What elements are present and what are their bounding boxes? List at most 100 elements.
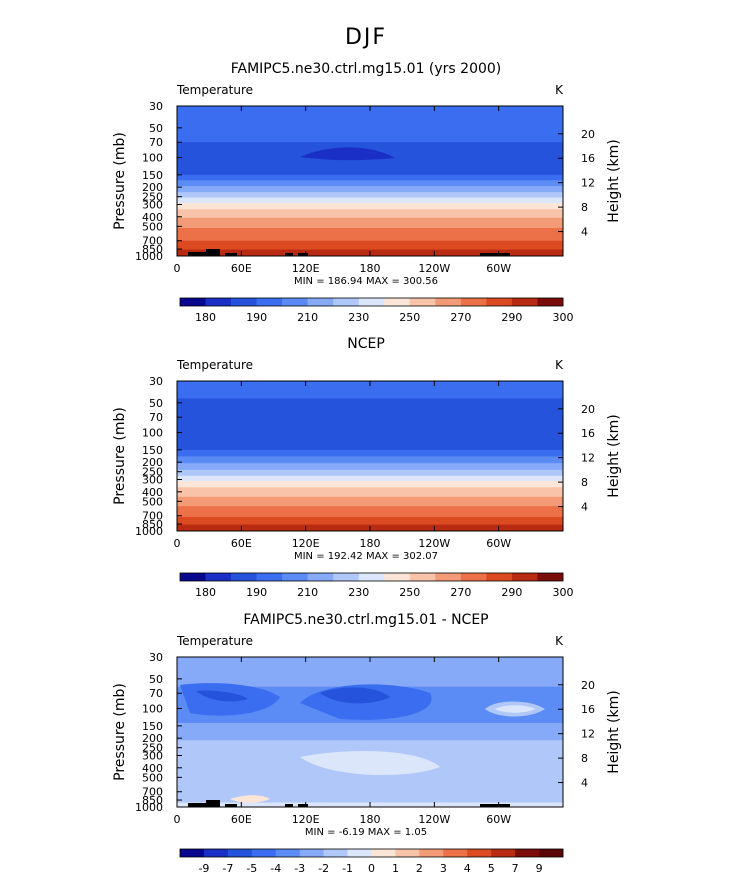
- colorbar: 180 190 210 230 250 270 290 300: [179, 572, 574, 599]
- colorbar-swatch: [409, 573, 436, 581]
- y-tick-label: 250: [142, 742, 163, 755]
- min-max-label: MIN = 186.94 MAX = 300.56: [294, 276, 438, 287]
- colorbar-swatch: [227, 849, 253, 857]
- topography: [225, 253, 237, 256]
- colorbar-label: -4: [270, 862, 281, 875]
- y-tick-label: 200: [142, 732, 163, 745]
- height-tick-label: 4: [581, 501, 588, 514]
- colorbar-swatch: [511, 573, 538, 581]
- contour-band: [177, 106, 563, 143]
- height-tick-label: 16: [581, 427, 595, 440]
- topography: [480, 253, 510, 256]
- contour-band: [177, 217, 563, 229]
- units-label: K: [555, 634, 564, 648]
- height-tick-label: 20: [581, 128, 595, 141]
- colorbar-swatch: [275, 849, 300, 857]
- colorbar-label: 230: [348, 311, 369, 324]
- chart-panel-1: FAMIPC5.ne30.ctrl.mg15.01 (yrs 2000) Temp…: [112, 61, 622, 324]
- colorbar-swatch: [486, 573, 513, 581]
- height-tick-label: 20: [581, 679, 595, 692]
- colorbar-swatch: [203, 849, 229, 857]
- colorbar-label: 180: [195, 311, 216, 324]
- colorbar-label: 300: [553, 586, 574, 599]
- min-max-label: MIN = -6.19 MAX = 1.05: [305, 827, 427, 838]
- colorbar-swatch: [256, 573, 283, 581]
- x-tick-label: 120E: [292, 537, 320, 550]
- colorbar-label: 270: [450, 586, 471, 599]
- contour-band: [177, 192, 563, 199]
- contour-band: [177, 487, 563, 498]
- colorbar-swatch: [180, 298, 206, 306]
- x-tick-label: 120W: [418, 813, 450, 826]
- y-tick-label: 30: [149, 375, 163, 388]
- y-tick-label: 500: [142, 771, 163, 784]
- colorbar-swatch: [486, 298, 513, 306]
- colorbar-swatch: [384, 573, 411, 581]
- colorbar-label: 2: [416, 862, 423, 875]
- colorbar-label: 290: [501, 586, 522, 599]
- panel-title: FAMIPC5.ne30.ctrl.mg15.01 - NCEP: [243, 612, 488, 628]
- topography: [206, 249, 220, 256]
- variable-label: Temperature: [176, 83, 253, 97]
- colorbar-swatch: [180, 849, 205, 857]
- y-tick-label: 1000: [135, 250, 163, 263]
- y-tick-label: 250: [142, 191, 163, 204]
- colorbar-swatch: [333, 298, 360, 306]
- panel-title: FAMIPC5.ne30.ctrl.mg15.01 (yrs 2000): [231, 61, 502, 77]
- chart-panel-3: FAMIPC5.ne30.ctrl.mg15.01 - NCEP Temperat…: [112, 612, 622, 875]
- topography: [206, 800, 220, 807]
- colorbar-swatch: [358, 298, 385, 306]
- x-tick-label: 180: [360, 262, 381, 275]
- y-tick-label: 300: [142, 198, 163, 211]
- height-tick-label: 8: [581, 201, 588, 214]
- colorbar-swatch: [409, 298, 436, 306]
- y-tick-label: 70: [149, 411, 163, 424]
- y-axis-label: Pressure (mb): [112, 683, 128, 781]
- y-axis-right-label: Height (km): [606, 690, 622, 773]
- panel-title: NCEP: [347, 336, 385, 352]
- x-tick-label: 60E: [231, 813, 252, 826]
- y-tick-label: 400: [142, 211, 163, 224]
- colorbar-swatch: [347, 849, 372, 857]
- height-tick-label: 12: [581, 177, 595, 190]
- anomaly-contour: [300, 751, 440, 776]
- topography: [298, 253, 308, 256]
- y-tick-label: 100: [142, 427, 163, 440]
- contour-band: [177, 381, 563, 399]
- topography: [285, 253, 293, 256]
- y-axis-right-label: Height (km): [606, 414, 622, 497]
- y-tick-label: 300: [142, 473, 163, 486]
- colorbar-label: 270: [450, 311, 471, 324]
- x-tick-label: 0: [174, 537, 181, 550]
- colorbar-swatch: [467, 849, 492, 857]
- colorbar-swatch: [515, 849, 540, 857]
- colorbar-label: -2: [318, 862, 329, 875]
- units-label: K: [555, 358, 564, 372]
- contour-band: [177, 186, 563, 193]
- colorbar-label: 230: [348, 586, 369, 599]
- colorbar-swatch: [371, 849, 396, 857]
- anomaly-contour: [320, 687, 390, 704]
- colorbar: 180 190 210 230 250 270 290 300: [179, 297, 574, 324]
- variable-label: Temperature: [176, 634, 253, 648]
- y-tick-label: 500: [142, 495, 163, 508]
- colorbar-swatch: [358, 573, 385, 581]
- contour-band: [177, 398, 563, 451]
- colorbar-label: 4: [464, 862, 471, 875]
- topography: [298, 804, 308, 807]
- colorbar-swatch: [205, 573, 232, 581]
- y-tick-label: 400: [142, 762, 163, 775]
- topography: [188, 252, 206, 256]
- cold-core-contour: [300, 147, 395, 161]
- min-max-label: MIN = 192.42 MAX = 302.07: [294, 551, 438, 562]
- colorbar-label: 5: [488, 862, 495, 875]
- y-tick-label: 200: [142, 456, 163, 469]
- colorbar-label: -1: [342, 862, 353, 875]
- colorbar-swatch: [251, 849, 277, 857]
- y-tick-label: 700: [142, 510, 163, 523]
- colorbar-label: 210: [297, 311, 318, 324]
- height-tick-label: 8: [581, 476, 588, 489]
- x-tick-label: 60E: [231, 537, 252, 550]
- colorbar-label: 300: [553, 311, 574, 324]
